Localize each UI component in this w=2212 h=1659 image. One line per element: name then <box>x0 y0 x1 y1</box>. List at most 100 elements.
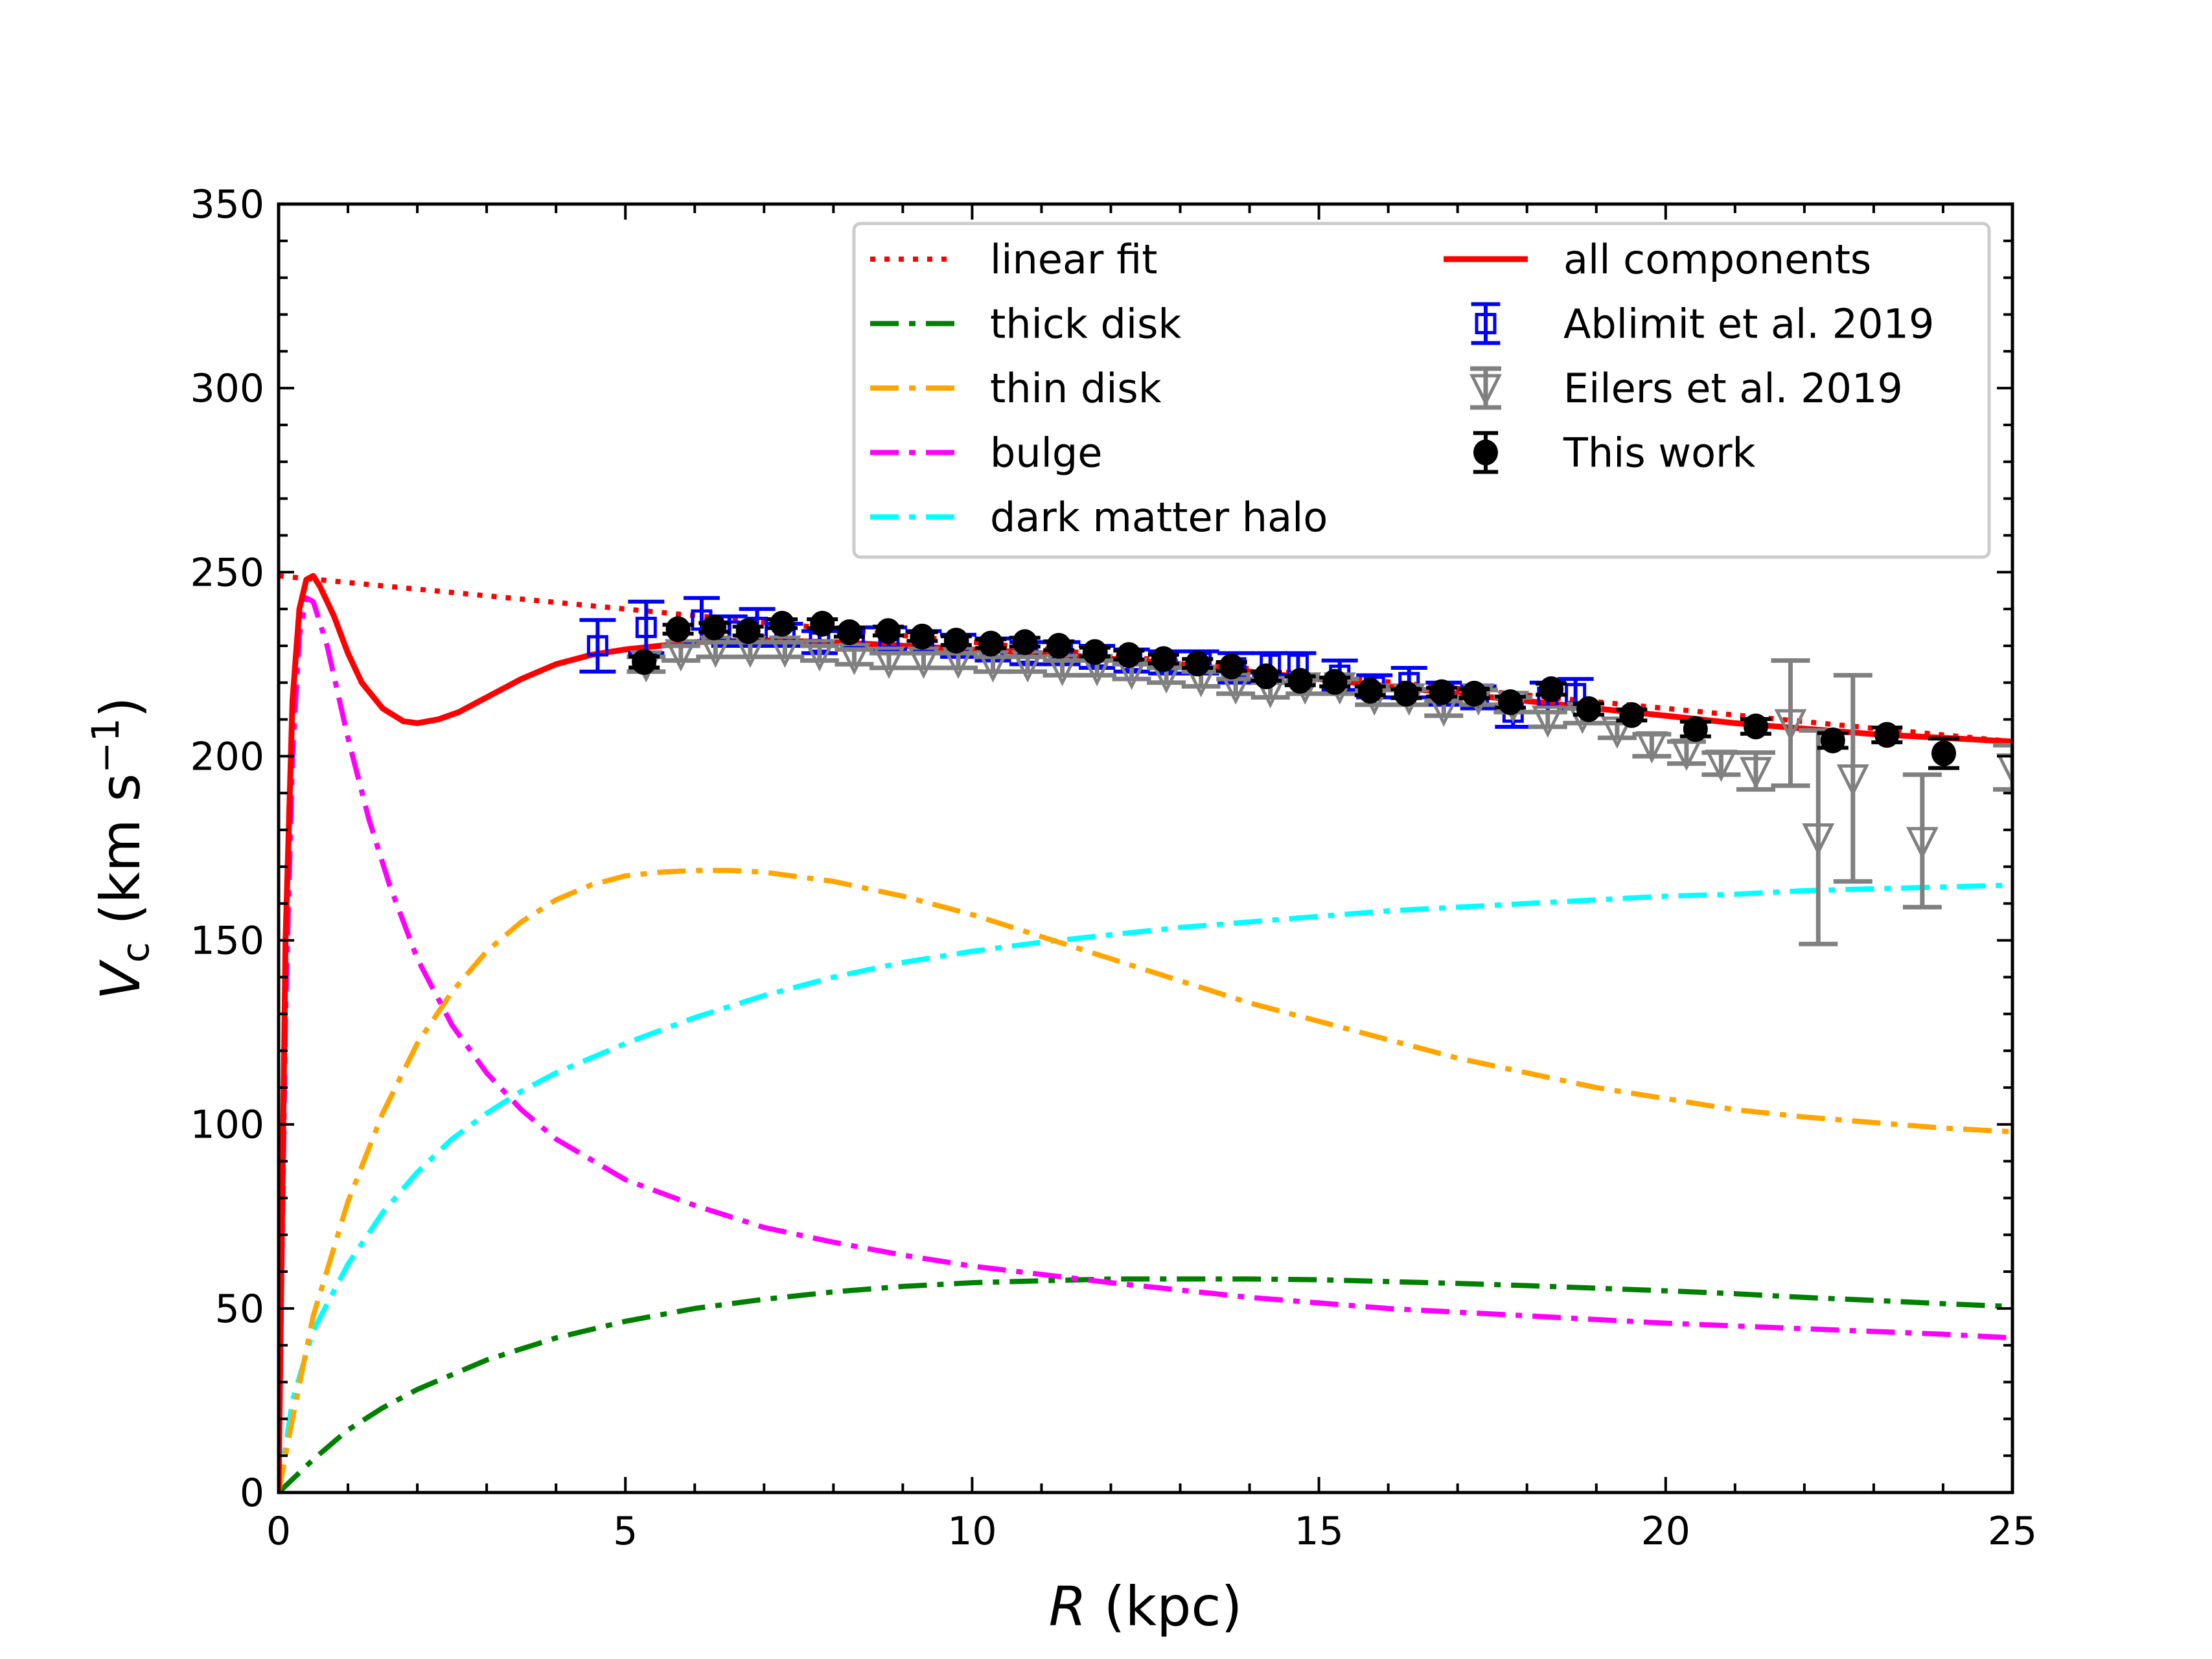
data-point-marker <box>1394 680 1419 707</box>
legend-marker <box>1469 374 1502 407</box>
x-tick-label: 25 <box>1988 1509 2037 1554</box>
x-tick-label: 0 <box>266 1509 291 1554</box>
data-point-marker <box>1802 823 1835 856</box>
axes-frame <box>277 202 2014 1494</box>
data-point-marker <box>875 618 901 645</box>
data-point-marker <box>1151 646 1176 672</box>
data-point-marker <box>1705 749 1738 783</box>
axis-ticks <box>277 203 2014 1494</box>
data-point-marker <box>836 619 862 645</box>
legend-entry-eilers-et-al-2019: Eilers et al. 2019 <box>1469 365 1903 412</box>
y-tick-label: 150 <box>190 919 264 964</box>
data-point-marker <box>1287 667 1313 694</box>
legend-label: This work <box>1563 429 1756 477</box>
curve-dark-matter-halo <box>279 882 2012 1493</box>
data-point-marker <box>1820 727 1845 753</box>
data-point-marker <box>735 618 761 645</box>
legend-entry-dark-matter-halo: dark matter halo <box>870 494 1328 541</box>
series-this-work <box>628 610 1960 770</box>
data-point-marker <box>1906 827 1939 860</box>
y-tick-label: 50 <box>215 1287 264 1332</box>
data-point-marker <box>632 648 657 675</box>
data-point-marker <box>1116 642 1142 669</box>
legend-box <box>852 222 1991 559</box>
legend-label: thick disk <box>990 301 1181 348</box>
data-point-marker <box>1531 705 1564 738</box>
data-point-marker <box>1619 702 1644 728</box>
data-point-marker <box>810 610 835 637</box>
data-point-marker <box>1012 629 1037 656</box>
y-axis-label: Vc (km s−1) <box>84 696 157 1000</box>
y-tick-label: 300 <box>190 366 264 411</box>
data-point-marker <box>1683 716 1708 742</box>
legend-label: linear fit <box>990 236 1157 283</box>
legend-entry-thick-disk: thick disk <box>870 301 1181 348</box>
data-point-marker <box>1462 680 1487 707</box>
data-point-marker <box>1670 738 1703 772</box>
data-point-marker <box>1576 696 1601 722</box>
y-tick-label: 0 <box>240 1470 264 1516</box>
data-point-marker <box>635 617 657 639</box>
data-point-marker <box>1046 632 1072 659</box>
legend-label: bulge <box>990 429 1102 477</box>
data-point-marker <box>1429 679 1455 705</box>
data-point-marker <box>1185 650 1210 677</box>
data-point-marker <box>768 635 801 669</box>
data-point-marker <box>1931 740 1957 766</box>
data-point-marker <box>910 623 935 650</box>
legend: linear fit thick disk thin disk bulge dark m… <box>852 222 1991 559</box>
y-tick-label: 250 <box>190 550 264 595</box>
curve-bulge <box>279 595 2012 1493</box>
data-point-marker <box>770 610 795 637</box>
legend-entry-bulge: bulge <box>870 429 1102 477</box>
legend-entry-thin-disk: thin disk <box>870 365 1162 412</box>
curve-all-components <box>279 573 2012 1493</box>
x-axis-variable: R <box>1049 1575 1087 1638</box>
data-point-marker <box>1254 663 1279 690</box>
legend-entry-ablimit-et-al-2019: Ablimit et al. 2019 <box>1471 301 1934 348</box>
x-tick-label: 10 <box>947 1509 997 1554</box>
y-tick-label: 100 <box>190 1103 264 1148</box>
x-axis-label: R (kpc) <box>1049 1575 1243 1638</box>
data-point-marker <box>1743 713 1768 740</box>
y-axis-unit-superscript: −1 <box>84 718 128 773</box>
legend-marker <box>1473 439 1498 466</box>
data-point-marker <box>838 643 871 676</box>
legend-label: thin disk <box>990 365 1162 412</box>
y-axis-subscript: c <box>113 942 157 963</box>
data-point-marker <box>1357 678 1383 704</box>
legend-entry-this-work: This work <box>1473 429 1756 477</box>
data-point-marker <box>702 614 727 641</box>
data-point-marker <box>1996 753 2012 786</box>
y-tick-label: 350 <box>190 182 264 227</box>
x-tick-label: 15 <box>1294 1509 1343 1554</box>
x-tick-label: 5 <box>613 1509 638 1554</box>
data-point-marker <box>1498 689 1523 715</box>
legend-marker <box>1475 313 1497 334</box>
legend-entry-all-components: all components <box>1444 236 1871 283</box>
data-point-marker <box>1635 731 1668 764</box>
x-tick-label: 20 <box>1641 1509 1690 1554</box>
y-axis-variable: V <box>89 959 152 1000</box>
data-point-marker <box>586 635 608 657</box>
series-eilers-et-al-2019 <box>627 635 2012 946</box>
data-points <box>579 596 2012 946</box>
data-point-marker <box>1836 764 1869 797</box>
data-point-marker <box>665 616 691 643</box>
legend-label: Ablimit et al. 2019 <box>1563 301 1934 348</box>
data-point-marker <box>1774 709 1807 742</box>
data-point-marker <box>978 630 1004 657</box>
y-axis-unit-post: ) <box>89 696 152 718</box>
legend-label: all components <box>1563 236 1871 283</box>
data-point-marker <box>1874 722 1900 748</box>
curve-thin-disk <box>279 867 2012 1493</box>
data-point-marker <box>1322 669 1348 695</box>
data-point-marker <box>1082 639 1107 665</box>
legend-label: Eilers et al. 2019 <box>1563 365 1903 412</box>
data-point-marker <box>1539 676 1564 702</box>
x-axis-unit: (kpc) <box>1087 1575 1242 1638</box>
legend-entry-linear-fit: linear fit <box>870 236 1157 283</box>
data-point-marker <box>1600 716 1633 749</box>
